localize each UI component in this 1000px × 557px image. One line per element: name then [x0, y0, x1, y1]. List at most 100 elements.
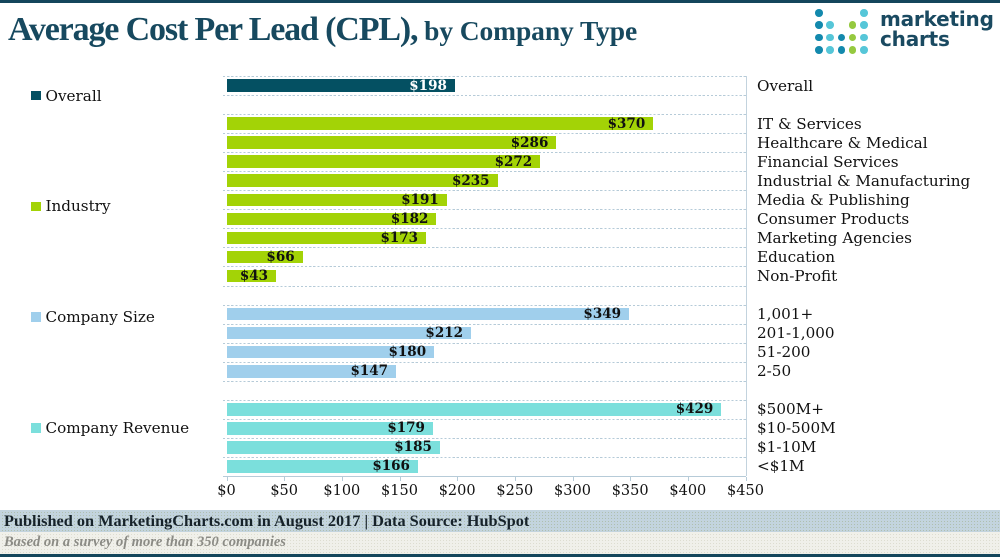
- group-label-company-revenue: Company Revenue: [31, 418, 189, 438]
- gridline: [222, 323, 746, 325]
- logo-dot: [837, 46, 846, 54]
- category-label: IT & Services: [757, 114, 862, 133]
- x-axis-tick: [226, 477, 228, 481]
- bar-value-label: $212: [425, 325, 463, 342]
- group-label-industry: Industry: [31, 196, 111, 216]
- bar-value-label: $235: [451, 172, 490, 189]
- logo-dot: [826, 46, 834, 54]
- footer-source-text: Published on MarketingCharts.com in Augu…: [4, 511, 530, 530]
- category-label: 201-1,000: [757, 324, 835, 343]
- logo-text-line2: charts: [880, 27, 950, 51]
- bar-value-label: $370: [607, 115, 646, 132]
- bar-value-label: $286: [510, 134, 549, 151]
- bar-value-label: $272: [494, 153, 533, 170]
- logo-dot: [860, 33, 868, 42]
- group-swatch-icon: [31, 201, 41, 212]
- bar-201-1-000: $212: [226, 325, 471, 342]
- plot-right-border: [745, 76, 747, 476]
- logo-dot: [860, 9, 868, 17]
- gridline: [222, 133, 746, 135]
- x-axis-tick: [514, 477, 516, 481]
- category-label: 2-50: [757, 362, 792, 381]
- category-label: Overall: [757, 76, 814, 95]
- logo-text: marketing charts: [880, 9, 994, 49]
- logo-dot: [848, 21, 857, 29]
- bar-overall: $198: [226, 77, 455, 94]
- category-label: Media & Publishing: [757, 190, 910, 209]
- x-axis-tick: [341, 477, 343, 481]
- bar-marketing-agencies: $173: [226, 230, 427, 246]
- x-axis-label: $400: [669, 483, 707, 499]
- bar--1m: $166: [226, 458, 418, 475]
- category-label: <$1M: [757, 457, 805, 476]
- gridline: [222, 418, 746, 420]
- bar--10-500m: $179: [226, 420, 433, 437]
- footer-note-text: Based on a survey of more than 350 compa…: [4, 533, 286, 550]
- x-axis-label: $200: [438, 483, 476, 499]
- bar-consumer-products: $182: [226, 210, 437, 227]
- bar-value-label: $180: [388, 344, 427, 361]
- category-label: Non-Profit: [757, 266, 838, 285]
- gridline: [222, 209, 746, 211]
- logo-dot: [848, 33, 857, 42]
- bar-value-label: $429: [675, 401, 714, 418]
- x-axis-label: $100: [323, 483, 361, 499]
- x-axis-tick: [284, 477, 286, 481]
- group-swatch-icon: [31, 312, 41, 322]
- footer-note-band: Based on a survey of more than 350 compa…: [0, 532, 1000, 554]
- gridline: [222, 228, 746, 230]
- category-label: Healthcare & Medical: [757, 133, 928, 152]
- x-axis-tick: [630, 477, 632, 481]
- footer-source-band: Published on MarketingCharts.com in Augu…: [0, 510, 1000, 532]
- bar-value-label: $182: [390, 210, 429, 227]
- category-label: 51-200: [757, 343, 811, 362]
- x-axis-label: $300: [554, 483, 591, 499]
- bar-value-label: $179: [387, 420, 425, 437]
- logo-dot: [848, 46, 857, 54]
- group-label-company-size: Company Size: [31, 307, 155, 327]
- group-label-text: Company Size: [45, 308, 155, 327]
- group-label-text: Industry: [45, 197, 111, 216]
- category-label: 1,001+: [757, 305, 814, 324]
- logo-dot: [815, 33, 823, 42]
- x-axis-tick: [572, 477, 574, 481]
- group-swatch-icon: [31, 90, 41, 101]
- chart-title-sub: by Company Type: [417, 15, 638, 46]
- group-label-text: Overall: [45, 86, 102, 105]
- logo-dot: [860, 46, 868, 54]
- x-axis-tick: [399, 477, 401, 481]
- bar-financial-services: $272: [226, 153, 541, 170]
- bar-value-label: $198: [409, 77, 447, 94]
- gridline: [222, 114, 746, 116]
- bar-it-services: $370: [226, 115, 654, 132]
- x-axis-label: $150: [381, 483, 418, 499]
- logo-text-line1: marketing: [880, 7, 994, 31]
- logo-dot: [815, 9, 823, 17]
- bar-value-label: $185: [394, 439, 432, 456]
- logo-dot: [826, 33, 834, 42]
- bar--1-10m: $185: [226, 439, 440, 456]
- gridline: [222, 247, 746, 249]
- category-label: Education: [757, 247, 836, 266]
- logo-dot: [837, 33, 846, 42]
- top-border: [0, 0, 1000, 3]
- bar-non-profit: $43: [226, 268, 277, 284]
- logo-dot: [860, 21, 868, 29]
- gridline: [222, 399, 746, 401]
- group-label-text: Company Revenue: [45, 418, 190, 437]
- gridline: [222, 437, 746, 439]
- group-label-overall: Overall: [31, 86, 102, 106]
- bar--500m-: $429: [226, 401, 722, 418]
- x-axis-label: $50: [270, 483, 298, 499]
- bar-value-label: $166: [372, 458, 410, 475]
- gridline: [222, 285, 746, 287]
- bar-51-200: $180: [226, 344, 435, 361]
- x-axis-tick: [687, 477, 689, 481]
- bar-value-label: $349: [583, 306, 621, 323]
- x-axis-tick: [457, 477, 459, 481]
- chart-title-main: Average Cost Per Lead (CPL),: [8, 11, 419, 48]
- gridline: [222, 456, 746, 458]
- category-label: $1-10M: [757, 438, 817, 457]
